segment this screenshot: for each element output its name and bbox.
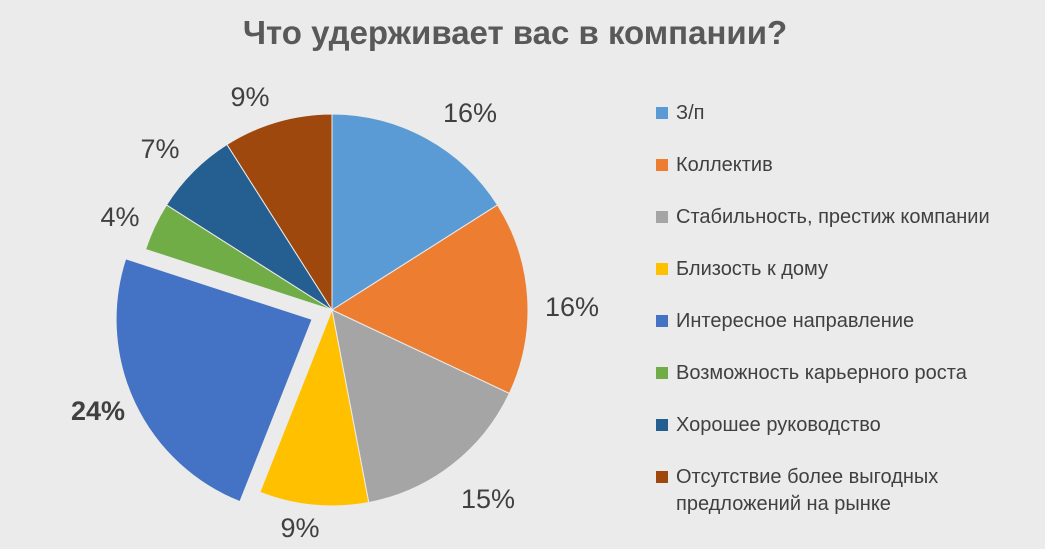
legend-swatch (656, 107, 668, 119)
legend-label: Возможность карьерного роста (676, 362, 967, 384)
legend-label: Интересное направление (676, 310, 915, 332)
pie-slice (331, 309, 511, 504)
legend-label: З/п (676, 102, 705, 124)
pie-slice (115, 258, 313, 503)
pie-slice (226, 113, 333, 312)
data-label: 15% (461, 484, 515, 514)
legend: З/п Коллектив Стабильность, престиж комп… (656, 100, 1036, 524)
legend-item: Интересное направление (656, 308, 1036, 360)
legend-item: З/п (656, 100, 1036, 152)
legend-swatch (656, 263, 668, 275)
legend-item: Коллектив (656, 152, 1036, 204)
chart-title: Что удерживает вас в компании? (242, 14, 788, 51)
legend-label: Близость к дому (676, 258, 829, 280)
legend-label: Хорошее руководство (676, 414, 881, 436)
legend-item: Отсутствие более выгодных предложений на… (656, 464, 1036, 524)
legend-item: Возможность карьерного роста (656, 360, 1036, 412)
data-label: 7% (140, 134, 179, 164)
legend-swatch (656, 471, 668, 483)
legend-item: Близость к дому (656, 256, 1036, 308)
legend-swatch (656, 315, 668, 327)
legend-label: Отсутствие более выгодных предложений на… (676, 466, 939, 515)
data-label: 4% (100, 202, 139, 232)
legend-swatch (656, 419, 668, 431)
data-label: 24% (71, 396, 125, 426)
pie-slice (259, 308, 370, 507)
data-label: 16% (545, 292, 599, 322)
legend-swatch (656, 367, 668, 379)
data-label: 9% (280, 513, 319, 543)
data-label: 9% (230, 82, 269, 112)
pie-slice (330, 204, 529, 395)
legend-item: Хорошее руководство (656, 412, 1036, 464)
legend-swatch (656, 159, 668, 171)
legend-label: Коллектив (676, 154, 773, 176)
legend-label: Стабильность, престиж компании (676, 206, 990, 228)
legend-item: Стабильность, престиж компании (656, 204, 1036, 256)
legend-swatch (656, 211, 668, 223)
pie-slice (331, 113, 499, 311)
data-label: 16% (443, 98, 497, 128)
